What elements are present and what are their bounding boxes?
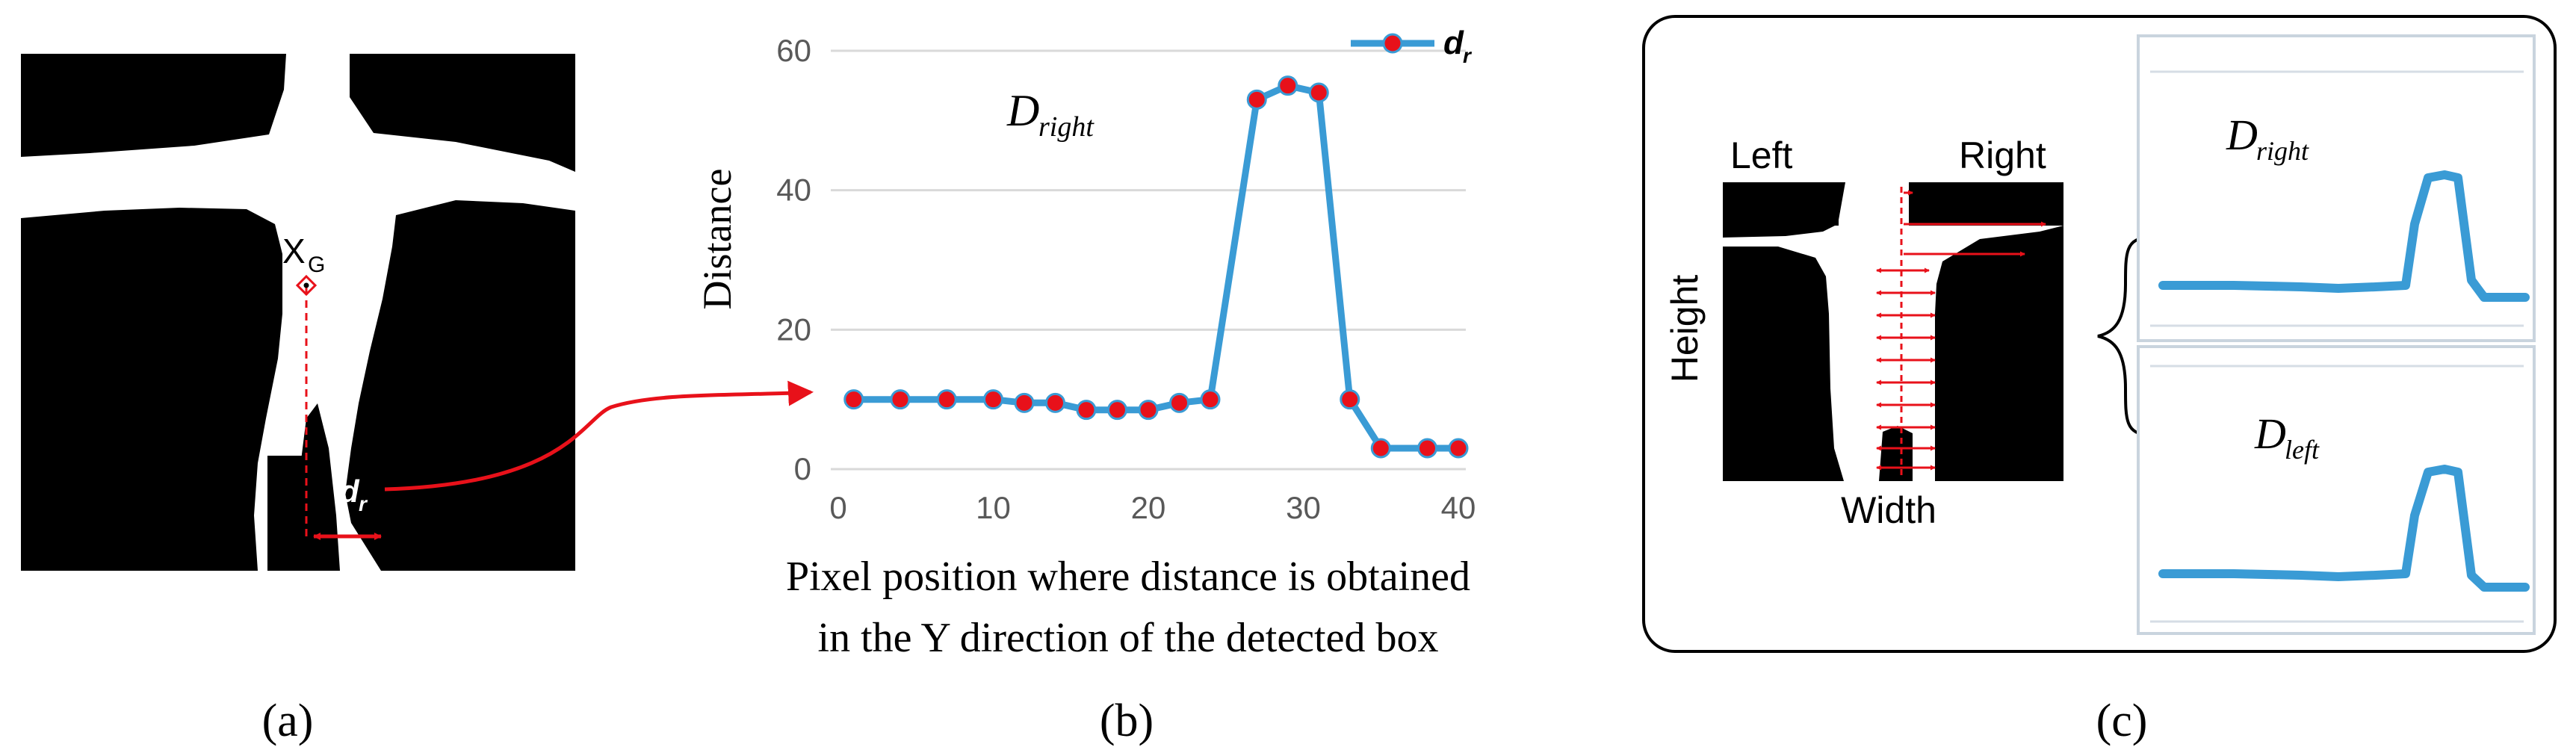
- x-axis-label-line2: in the Y direction of the detected box: [818, 615, 1439, 661]
- panel-c: Left Right Height Width D right D left (…: [1642, 15, 2557, 746]
- legend-label-sub: r: [1463, 44, 1473, 67]
- data-point: [1417, 438, 1437, 459]
- crop-white-band: [1723, 173, 2063, 182]
- legend-marker: [1382, 33, 1403, 54]
- caption-b: (b): [1100, 695, 1154, 746]
- x-tick-label: 0: [829, 490, 846, 525]
- data-point: [1076, 400, 1097, 421]
- legend-label: d: [1443, 25, 1464, 61]
- data-point: [1014, 392, 1035, 413]
- data-point: [890, 389, 911, 410]
- panel-a: X G d r (a): [21, 54, 575, 746]
- label-left: Left: [1730, 134, 1793, 176]
- mini-plot-left-label: D: [2254, 409, 2286, 458]
- crop-gap-shape: [1723, 182, 2063, 481]
- data-point: [1370, 438, 1391, 459]
- x-tick-label: 40: [1441, 490, 1476, 525]
- dr-label: d: [340, 474, 360, 509]
- silhouette-body: [21, 54, 575, 571]
- curly-brace-icon: [2097, 236, 2151, 436]
- mini-plot-right-label: D: [2226, 111, 2258, 159]
- distance-arrows: [1876, 187, 2046, 478]
- data-point: [1340, 389, 1360, 410]
- x-tick-label: 20: [1131, 490, 1166, 525]
- dr-subscript: r: [359, 492, 368, 515]
- mini-plot-right-label-sub: right: [2256, 136, 2309, 166]
- data-point: [1045, 392, 1065, 413]
- crop-image: [1723, 173, 2063, 481]
- crop-top-right-block: [1909, 182, 2063, 226]
- data-point: [1200, 389, 1221, 410]
- series-dr-points: [843, 75, 1469, 459]
- chart-gridlines: [831, 49, 1466, 471]
- data-point: [843, 389, 864, 410]
- mini-plot-right-frame: [2137, 34, 2536, 342]
- x-tick-label: 10: [976, 490, 1011, 525]
- centroid-diamond-icon: [295, 274, 318, 297]
- y-tick-label: 40: [776, 173, 811, 208]
- mini-plot-right: D right: [2137, 34, 2536, 342]
- label-width: Width: [1841, 489, 1936, 531]
- label-height: Height: [1664, 275, 1706, 383]
- label-right: Right: [1959, 134, 2046, 176]
- caption-c: (c): [2096, 695, 2148, 746]
- y-axis-label: Distance: [695, 169, 740, 310]
- chart-y-ticks: 0 20 40 60: [776, 33, 811, 486]
- y-tick-label: 20: [776, 312, 811, 347]
- silhouette-black-block: [267, 456, 305, 571]
- data-point: [983, 389, 1003, 410]
- data-point: [1246, 89, 1267, 110]
- in-chart-label-sub: right: [1038, 111, 1095, 143]
- mini-plot-right-series: [2158, 170, 2530, 302]
- centroid-label: X: [282, 232, 306, 270]
- in-chart-label: D: [1006, 86, 1039, 135]
- chart-legend: d r: [1351, 25, 1473, 67]
- chart-x-ticks: 0 10 20 30 40: [829, 490, 1476, 525]
- centroid-subscript: G: [308, 252, 325, 277]
- mini-plot-left-series: [2158, 465, 2530, 592]
- panel-b: 0 20 40 60 0 10 20 30 40 Distance D right d r P…: [695, 25, 1476, 746]
- y-tick-label: 60: [776, 33, 811, 68]
- data-point: [1448, 438, 1469, 459]
- data-point: [1169, 392, 1189, 413]
- caption-a: (a): [262, 695, 314, 746]
- x-tick-label: 30: [1286, 490, 1321, 525]
- data-point: [1278, 75, 1298, 96]
- data-point: [1138, 400, 1159, 421]
- connector-arrow: [384, 380, 814, 492]
- centroid-dot: [303, 282, 309, 288]
- data-point: [1107, 400, 1127, 421]
- y-tick-label: 0: [794, 451, 811, 486]
- mini-plot-left-frame: [2137, 345, 2536, 635]
- crop-top-left-block: [1723, 182, 1839, 226]
- mini-plot-left: D left: [2137, 345, 2536, 635]
- data-point: [936, 389, 957, 410]
- x-axis-label-line1: Pixel position where distance is obtaine…: [786, 554, 1470, 600]
- mini-plot-left-label-sub: left: [2285, 435, 2320, 465]
- data-point: [1308, 82, 1329, 103]
